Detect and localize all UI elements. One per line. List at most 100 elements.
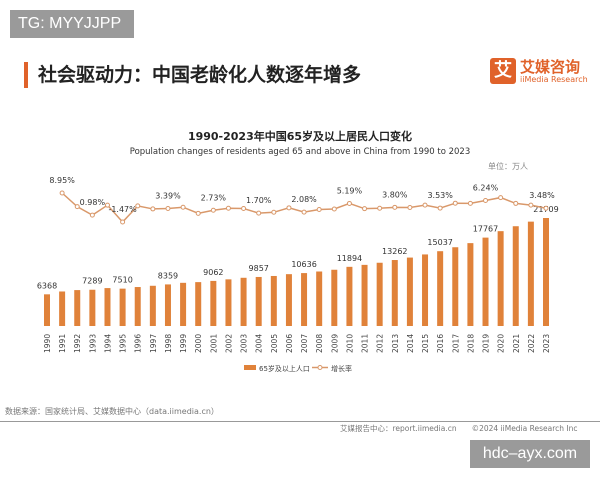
growth-point-2010 [346,200,352,206]
bar-1993 [89,289,96,326]
growth-point-1998 [165,205,171,211]
bar-1990 [44,294,50,326]
growth-point-1993 [89,212,95,218]
source-note: 数据来源：国家统计局、艾媒数据中心（data.iimedia.cn） [5,407,219,416]
growth-point-2023 [543,205,549,211]
growth-point-2011 [362,206,368,212]
x-tick-2012: 2012 [376,334,385,353]
x-tick-1993: 1993 [88,334,97,353]
bar-2011 [361,264,368,326]
bar-2009 [331,269,338,326]
footer-text: 艾媒报告中心：report.iimedia.cn ©2024 iiMedia R… [340,424,578,433]
logo-cn: 艾媒咨询 [520,57,581,76]
x-tick-2021: 2021 [512,334,521,353]
growth-label-2019: 6.24% [473,184,499,193]
growth-label-1998: 3.39% [155,191,181,200]
x-tick-2011: 2011 [361,334,370,353]
logo-en: iiMedia Research [520,74,588,84]
bar-label-2013: 13262 [382,247,407,256]
growth-point-2002 [225,205,231,211]
title-accent-bar [24,62,28,88]
growth-point-1996 [135,203,141,209]
growth-point-2013 [392,204,398,210]
growth-point-2005 [271,209,277,215]
chart-title: 1990-2023年中国65岁及以上居民人口变化 [187,130,413,143]
x-tick-2007: 2007 [300,334,309,353]
growth-point-1999 [180,204,186,210]
bar-1995 [119,288,126,326]
bar-2022 [527,221,534,326]
growth-label-2010: 5.19% [337,186,363,195]
watermark-top: TG: MYYJJPP [10,10,134,38]
x-tick-1995: 1995 [119,334,128,353]
growth-point-1997 [150,206,156,212]
growth-point-2014 [407,205,413,211]
x-tick-2017: 2017 [451,334,460,353]
x-tick-2015: 2015 [421,334,430,353]
growth-point-2001 [210,207,216,213]
x-tick-1991: 1991 [58,334,67,353]
x-tick-1994: 1994 [103,334,112,353]
unit-label: 单位：万人 [488,162,528,171]
bar-label-1990: 6368 [37,281,57,290]
bar-1999 [180,282,187,326]
chart-subtitle: Population changes of residents aged 65 … [129,147,471,157]
bar-1997 [149,285,156,326]
bar-label-2016: 15037 [427,238,452,247]
bar-label-1998: 8359 [158,271,178,280]
page-title: 社会驱动力：中国老龄化人数逐年增多 [38,64,362,86]
growth-point-2009 [331,206,337,212]
growth-point-1994 [104,202,110,208]
bar-2023 [543,218,549,326]
bar-2004 [255,276,262,326]
x-tick-2010: 2010 [345,334,354,353]
growth-point-2008 [316,207,322,213]
logo-mark: 艾 [490,58,516,84]
bar-2001 [210,280,217,326]
bar-2010 [346,266,353,326]
x-tick-2019: 2019 [482,334,491,353]
growth-label-2013: 3.80% [382,190,408,199]
legend-line-marker [317,365,323,370]
bar-2007 [301,273,308,326]
x-tick-2014: 2014 [406,334,415,353]
bar-label-1993: 7289 [82,277,102,286]
bar-2003 [240,277,247,326]
chart: 6368 1990 1991 1992 7289 1993 1994 7510 1995 1996… [37,176,559,373]
growth-label-1991: 8.95% [49,176,75,185]
bar-1991 [59,291,66,326]
bar-2006 [285,274,292,326]
bar-2005 [270,275,277,326]
bar-2019 [482,237,489,326]
growth-label-1993: 0.98% [80,198,106,207]
growth-point-2007 [301,209,307,215]
growth-point-2017 [452,200,458,206]
growth-label-2004: 1.70% [246,196,272,205]
growth-point-2000 [195,210,201,216]
bar-1996 [134,287,141,326]
bar-2008 [316,271,323,326]
bar-2017 [452,247,459,326]
x-tick-2018: 2018 [466,334,475,353]
x-tick-2022: 2022 [527,334,536,353]
growth-point-2006 [286,205,292,211]
x-tick-1997: 1997 [149,334,158,353]
growth-point-2021 [513,200,519,206]
x-tick-1998: 1998 [164,334,173,353]
x-tick-2020: 2020 [497,334,506,353]
x-tick-1996: 1996 [134,334,143,353]
growth-label-2016: 3.53% [427,191,453,200]
growth-label-2001: 2.73% [201,193,227,202]
x-tick-1999: 1999 [179,334,188,353]
bar-label-2010: 11894 [337,254,362,263]
x-tick-1992: 1992 [73,334,82,353]
bar-2012 [376,262,383,326]
bar-2018 [467,243,474,326]
bar-1994 [104,288,111,326]
bar-2021 [512,226,519,326]
x-tick-2002: 2002 [224,334,233,353]
footer-divider [0,421,600,422]
x-tick-2016: 2016 [436,334,445,353]
x-tick-2013: 2013 [391,334,400,353]
legend-bar-label: 65岁及以上人口 [259,364,310,373]
